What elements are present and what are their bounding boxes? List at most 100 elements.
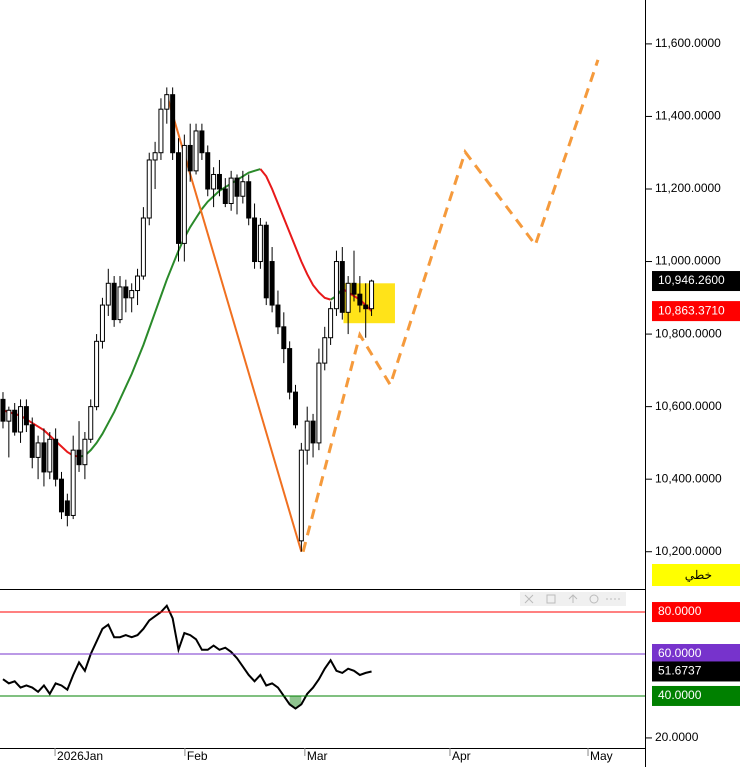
candle-body: [47, 438, 53, 473]
candle-body: [53, 438, 59, 480]
candle-body: [158, 108, 164, 154]
candle-body: [193, 130, 199, 172]
y-tick-label: 10,200.0000: [655, 544, 722, 558]
candle-body: [263, 224, 269, 299]
y-tick-label: 11,400.0000: [655, 109, 721, 123]
candle-body: [216, 173, 222, 190]
price-badge-label: 10,863.3710: [658, 303, 725, 317]
candle-body: [129, 290, 135, 299]
candle-body: [275, 304, 281, 328]
indicator-badge: [652, 661, 740, 682]
candle-body: [304, 420, 310, 451]
candle-body: [187, 144, 193, 172]
x-tick-label: Feb: [187, 749, 208, 763]
x-tick-label: Apr: [452, 749, 471, 763]
candle-body: [123, 286, 129, 299]
level-badge: [652, 685, 740, 706]
candle-body: [246, 181, 252, 219]
candle-body: [369, 280, 375, 310]
candle-body: [257, 224, 263, 263]
candle-body: [181, 144, 187, 244]
candle-body: [117, 286, 123, 321]
price-badge: [652, 301, 740, 322]
candle-body: [58, 478, 64, 513]
candle-body: [316, 362, 322, 444]
candle-body: [35, 442, 41, 458]
candle-body: [199, 130, 205, 154]
candle-body: [252, 217, 258, 263]
candle-body: [234, 177, 240, 197]
candle-body: [228, 177, 234, 204]
candle-body: [76, 449, 82, 466]
candle-body: [175, 152, 181, 244]
y-tick-label: 20.0000: [655, 730, 699, 744]
candle-body: [99, 304, 105, 342]
candle-body: [287, 348, 293, 393]
candle-body: [170, 94, 176, 154]
y-tick-label: 11,200.0000: [655, 181, 721, 195]
candle-body: [222, 188, 228, 204]
level-badge-label: 60.0000: [658, 646, 702, 660]
line-style-label: خطي: [685, 568, 712, 582]
candle-body: [293, 391, 299, 426]
move-up-icon[interactable]: [568, 594, 578, 603]
candle-body: [328, 308, 334, 339]
candle-body: [6, 409, 12, 422]
panel-toolbar: [520, 592, 626, 606]
indicator-panel: [2, 603, 372, 710]
moving-average: [259, 168, 331, 301]
candle-body: [363, 304, 369, 310]
candle-body: [357, 293, 363, 306]
candle-body: [94, 340, 100, 408]
indicator-badge-label: 51.6737: [658, 664, 702, 678]
price-badge: [652, 271, 740, 292]
candle-body: [240, 181, 246, 197]
candle-body: [211, 173, 217, 190]
candle-body: [0, 398, 6, 422]
candle-body: [164, 94, 170, 110]
candle-body: [351, 282, 357, 295]
candle-body: [310, 420, 316, 444]
level-badge: [652, 643, 740, 664]
y-tick-label: 10,400.0000: [655, 471, 722, 485]
price-panel: [0, 59, 600, 553]
candle-body: [41, 442, 47, 473]
y-tick-label: 10,800.0000: [655, 326, 722, 340]
candle-body: [23, 406, 29, 426]
x-tick-label: 2026Jan: [57, 749, 103, 763]
candle-body: [29, 424, 35, 458]
candle-body: [322, 337, 328, 364]
y-tick-label: 10,600.0000: [655, 399, 722, 413]
candle-body: [281, 326, 287, 350]
price-badge-label: 10,946.2600: [658, 273, 725, 287]
level-badge-label: 80.0000: [658, 604, 702, 618]
candle-body: [82, 438, 88, 466]
candle-body: [140, 217, 146, 277]
y-tick-label: 11,600.0000: [655, 36, 721, 50]
indicator-line: [2, 603, 372, 710]
candle-body: [339, 261, 345, 313]
candle-body: [12, 409, 18, 433]
y-tick-label: 11,000.0000: [655, 254, 721, 268]
candle-body: [111, 282, 117, 321]
candle-body: [269, 261, 275, 306]
candle-body: [18, 406, 24, 433]
candle-body: [345, 282, 351, 313]
candle-body: [105, 282, 111, 306]
line-style-badge[interactable]: [652, 564, 740, 586]
candle-body: [146, 159, 152, 219]
candle-body: [88, 406, 94, 440]
level-badge: [652, 602, 740, 623]
candle-body: [205, 152, 211, 190]
level-badge-label: 40.0000: [658, 688, 702, 702]
candle-body: [298, 449, 304, 542]
settings-icon[interactable]: [589, 594, 599, 604]
close-icon[interactable]: [524, 594, 534, 604]
maximize-icon[interactable]: [546, 594, 556, 604]
x-tick-label: Mar: [307, 749, 328, 763]
candle-body: [333, 261, 339, 310]
x-tick-label: May: [590, 749, 613, 763]
candle-body: [64, 500, 70, 516]
